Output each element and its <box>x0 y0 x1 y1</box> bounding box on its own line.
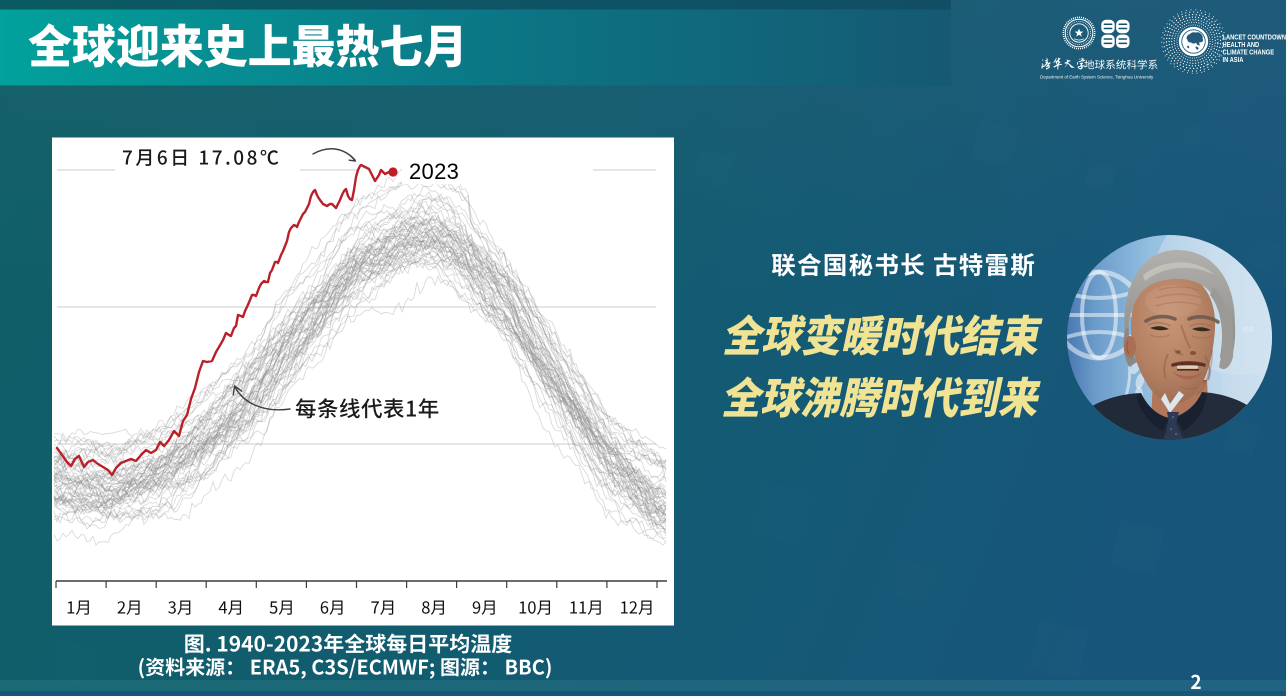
svg-text:es: es <box>1243 324 1254 335</box>
svg-text:IN ASIA: IN ASIA <box>1223 56 1244 64</box>
svg-text:2023: 2023 <box>409 159 459 184</box>
svg-text:Department of Earth System Sci: Department of Earth System Science, Tsin… <box>1040 75 1154 80</box>
